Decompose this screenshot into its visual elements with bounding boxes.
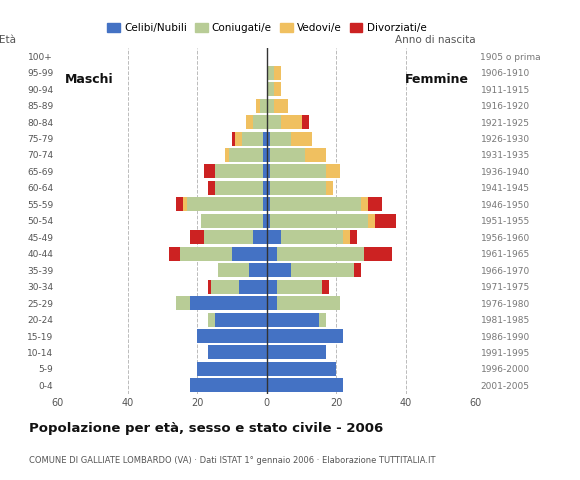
Bar xyxy=(263,181,267,195)
Bar xyxy=(270,165,326,179)
Text: Età: Età xyxy=(0,35,16,45)
Bar xyxy=(183,197,187,211)
Bar xyxy=(253,230,267,244)
Bar xyxy=(267,66,274,80)
Bar xyxy=(302,115,309,129)
Bar xyxy=(211,280,239,294)
Bar xyxy=(291,132,312,145)
Bar xyxy=(253,115,267,129)
Bar xyxy=(190,230,204,244)
Bar xyxy=(267,247,277,261)
Bar xyxy=(176,197,183,211)
Bar xyxy=(197,362,267,376)
Bar xyxy=(232,132,235,145)
Bar xyxy=(267,115,281,129)
Bar xyxy=(190,378,267,392)
Bar xyxy=(187,197,263,211)
Bar xyxy=(263,197,267,211)
Bar xyxy=(267,296,277,310)
Bar xyxy=(267,181,270,195)
Bar xyxy=(267,230,281,244)
Bar xyxy=(263,132,267,145)
Bar xyxy=(350,230,357,244)
Bar xyxy=(215,181,263,195)
Bar xyxy=(208,312,215,326)
Bar xyxy=(176,296,190,310)
Bar xyxy=(326,181,333,195)
Bar xyxy=(197,329,267,343)
Text: Maschi: Maschi xyxy=(65,72,114,86)
Bar xyxy=(267,98,274,113)
Bar xyxy=(274,66,281,80)
Bar xyxy=(204,230,253,244)
Bar xyxy=(270,214,368,228)
Bar xyxy=(201,214,263,228)
Bar xyxy=(326,165,340,179)
Bar xyxy=(267,165,270,179)
Bar xyxy=(277,247,364,261)
Bar xyxy=(215,312,267,326)
Bar xyxy=(267,312,319,326)
Bar xyxy=(225,148,229,162)
Bar xyxy=(270,197,361,211)
Bar xyxy=(354,263,361,277)
Bar xyxy=(235,132,242,145)
Bar xyxy=(375,214,396,228)
Bar xyxy=(242,132,263,145)
Bar xyxy=(263,214,267,228)
Bar xyxy=(263,165,267,179)
Bar xyxy=(239,280,267,294)
Bar xyxy=(364,247,392,261)
Bar xyxy=(281,230,343,244)
Bar xyxy=(274,98,288,113)
Bar xyxy=(270,181,326,195)
Bar xyxy=(305,148,326,162)
Bar xyxy=(267,346,326,360)
Bar xyxy=(361,197,368,211)
Bar xyxy=(208,346,267,360)
Bar xyxy=(246,115,253,129)
Bar xyxy=(208,181,215,195)
Bar xyxy=(215,165,263,179)
Bar xyxy=(267,197,270,211)
Bar xyxy=(322,280,329,294)
Bar xyxy=(267,378,343,392)
Bar xyxy=(319,312,326,326)
Bar xyxy=(208,280,211,294)
Bar xyxy=(267,148,270,162)
Bar xyxy=(190,296,267,310)
Bar xyxy=(260,98,267,113)
Bar xyxy=(291,263,354,277)
Bar xyxy=(343,230,350,244)
Bar xyxy=(263,148,267,162)
Bar xyxy=(270,148,305,162)
Text: Popolazione per età, sesso e stato civile - 2006: Popolazione per età, sesso e stato civil… xyxy=(29,422,383,435)
Legend: Celibi/Nubili, Coniugati/e, Vedovi/e, Divorziati/e: Celibi/Nubili, Coniugati/e, Vedovi/e, Di… xyxy=(103,19,430,37)
Bar xyxy=(256,98,260,113)
Bar xyxy=(180,247,232,261)
Bar xyxy=(368,197,382,211)
Bar xyxy=(218,263,249,277)
Bar xyxy=(267,214,270,228)
Bar xyxy=(281,115,302,129)
Bar xyxy=(267,132,270,145)
Bar xyxy=(232,247,267,261)
Bar xyxy=(249,263,267,277)
Text: Femmine: Femmine xyxy=(405,72,469,86)
Bar xyxy=(267,263,291,277)
Bar xyxy=(267,329,343,343)
Bar xyxy=(277,296,340,310)
Bar xyxy=(267,280,277,294)
Text: COMUNE DI GALLIATE LOMBARDO (VA) · Dati ISTAT 1° gennaio 2006 · Elaborazione TUT: COMUNE DI GALLIATE LOMBARDO (VA) · Dati … xyxy=(29,456,436,465)
Bar xyxy=(267,82,274,96)
Bar xyxy=(204,165,215,179)
Text: Anno di nascita: Anno di nascita xyxy=(395,35,476,45)
Bar xyxy=(229,148,263,162)
Bar xyxy=(169,247,180,261)
Bar xyxy=(368,214,375,228)
Bar xyxy=(267,362,336,376)
Bar xyxy=(270,132,291,145)
Bar xyxy=(274,82,281,96)
Bar xyxy=(277,280,322,294)
